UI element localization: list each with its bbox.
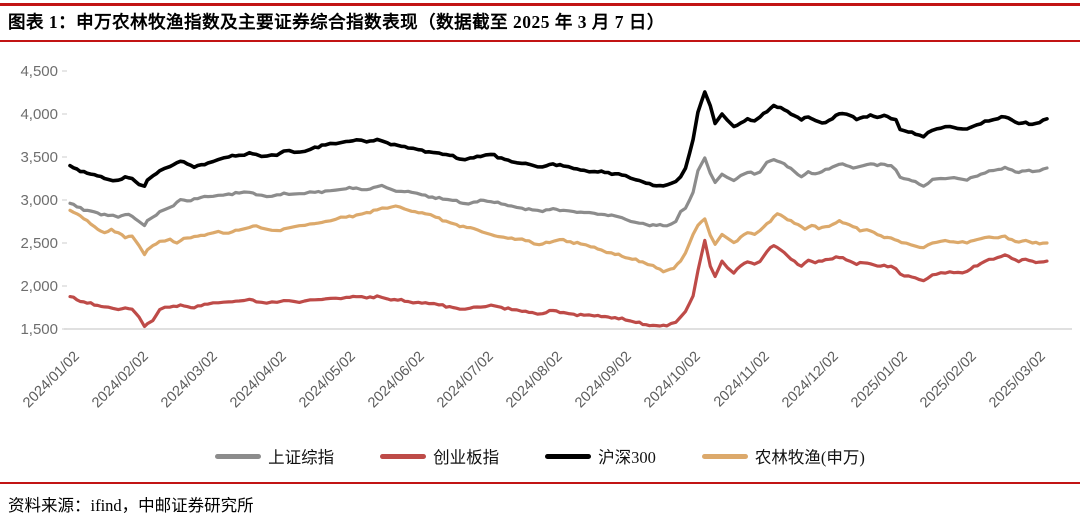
source-footer: 资料来源：ifind，中邮证券研究所 (0, 482, 1080, 516)
figure-title: 图表 1：申万农林牧渔指数及主要证券综合指数表现（数据截至 2025 年 3 月… (8, 12, 665, 32)
series-line-0 (68, 156, 1049, 228)
legend-swatch (545, 453, 592, 459)
y-tick-label: 3,000 (20, 192, 58, 209)
series-line-2 (68, 90, 1049, 188)
x-tick-label: 2025/02/02 (917, 349, 980, 412)
y-tick-label: 2,000 (20, 278, 58, 295)
x-tick-label: 2024/12/02 (779, 349, 842, 412)
legend-swatch (215, 453, 262, 459)
top-rule (0, 3, 1080, 6)
y-tick-label: 2,500 (20, 235, 58, 252)
series-line-3 (68, 204, 1049, 274)
x-tick-label: 2024/10/02 (641, 349, 704, 412)
x-tick-label: 2025/03/02 (986, 349, 1049, 412)
title-rule (0, 40, 1080, 42)
x-tick-label: 2024/05/02 (296, 349, 359, 412)
y-tick-label: 1,500 (20, 321, 58, 338)
x-tick-label: 2024/09/02 (572, 349, 635, 412)
x-tick-label: 2024/06/02 (365, 349, 428, 412)
y-tick-label: 3,500 (20, 149, 58, 166)
x-tick-label: 2024/03/02 (158, 349, 221, 412)
x-tick-label: 2024/01/02 (20, 349, 83, 412)
x-tick-label: 2024/08/02 (503, 349, 566, 412)
x-tick-label: 2024/07/02 (434, 349, 497, 412)
x-tick-label: 2024/04/02 (227, 349, 290, 412)
legend-label: 创业板指 (433, 448, 500, 467)
legend-label: 沪深300 (598, 448, 656, 467)
legend-item-2: 沪深300 (545, 444, 656, 468)
x-tick-label: 2024/11/02 (711, 349, 773, 411)
legend-item-0: 上证综指 (215, 444, 334, 468)
legend-label: 上证综指 (268, 448, 335, 467)
x-tick-label: 2025/01/02 (848, 349, 911, 412)
legend-label: 农林牧渔(申万) (754, 448, 865, 467)
chart-legend: 上证综指 创业板指 沪深300 农林牧渔(申万) (0, 444, 1080, 468)
legend-item-1: 创业板指 (380, 444, 499, 468)
y-tick-label: 4,000 (20, 106, 58, 123)
legend-item-3: 农林牧渔(申万) (701, 444, 865, 468)
x-tick-label: 2024/02/02 (89, 349, 152, 412)
y-tick-label: 4,500 (20, 63, 58, 80)
index-performance-line-chart: 4,500 4,000 3,500 3,000 2,500 2,000 1,500 2024/… (20, 63, 1072, 412)
legend-swatch (380, 453, 427, 459)
legend-swatch (701, 453, 748, 459)
source-text: 资料来源：ifind，中邮证券研究所 (8, 496, 254, 515)
series-line-1 (68, 238, 1049, 329)
